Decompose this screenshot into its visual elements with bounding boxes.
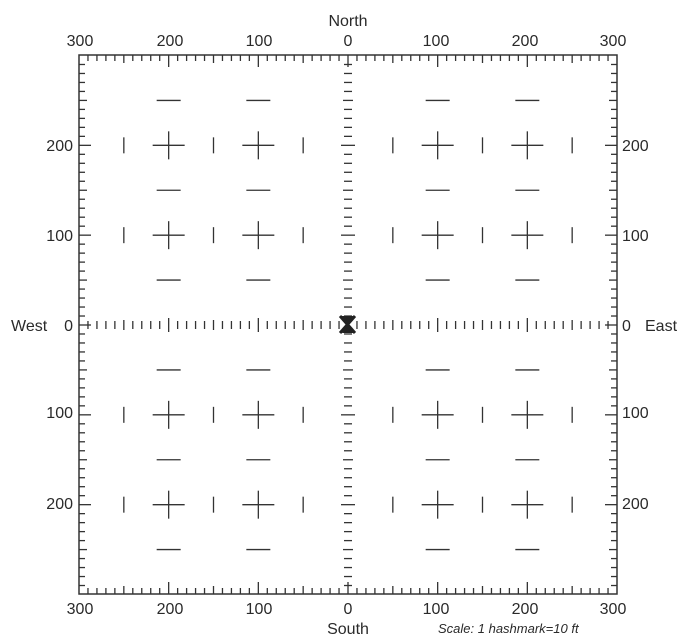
bottom-tick-labels: 300 200 100 0 100 200 300 [67, 601, 627, 618]
grid-marks [79, 55, 617, 594]
right-tick-label: 100 [622, 228, 649, 245]
bottom-tick-label: 300 [600, 601, 627, 618]
right-tick-labels: 200 100 0 100 200 [622, 138, 649, 513]
left-tick-labels: 200 100 0 100 200 [46, 138, 73, 513]
top-tick-label: 200 [157, 33, 184, 50]
right-tick-label: 200 [622, 138, 649, 155]
left-tick-label: 200 [46, 138, 73, 155]
top-tick-label: 100 [246, 33, 273, 50]
west-label: West [11, 318, 48, 335]
origin-x-marker [338, 315, 357, 334]
right-tick-label: 200 [622, 496, 649, 513]
top-tick-label: 100 [423, 33, 450, 50]
scale-note: Scale: 1 hashmark=10 ft [438, 621, 580, 636]
bottom-tick-label: 300 [67, 601, 94, 618]
south-label: South [327, 621, 369, 636]
left-tick-label: 100 [46, 405, 73, 422]
bottom-tick-label: 100 [246, 601, 273, 618]
right-tick-label: 0 [622, 318, 631, 335]
east-label: East [645, 318, 678, 335]
top-tick-label: 300 [600, 33, 627, 50]
bottom-tick-label: 200 [157, 601, 184, 618]
right-tick-label: 100 [622, 405, 649, 422]
left-tick-label: 0 [64, 318, 73, 335]
bottom-tick-label: 200 [512, 601, 539, 618]
top-tick-label: 300 [67, 33, 94, 50]
left-tick-label: 200 [46, 496, 73, 513]
bottom-tick-label: 0 [344, 601, 353, 618]
bottom-tick-label: 100 [423, 601, 450, 618]
north-label: North [328, 13, 367, 30]
top-tick-labels: 300 200 100 0 100 200 300 [67, 33, 627, 50]
left-tick-label: 100 [46, 228, 73, 245]
top-tick-label: 200 [512, 33, 539, 50]
top-tick-label: 0 [344, 33, 353, 50]
